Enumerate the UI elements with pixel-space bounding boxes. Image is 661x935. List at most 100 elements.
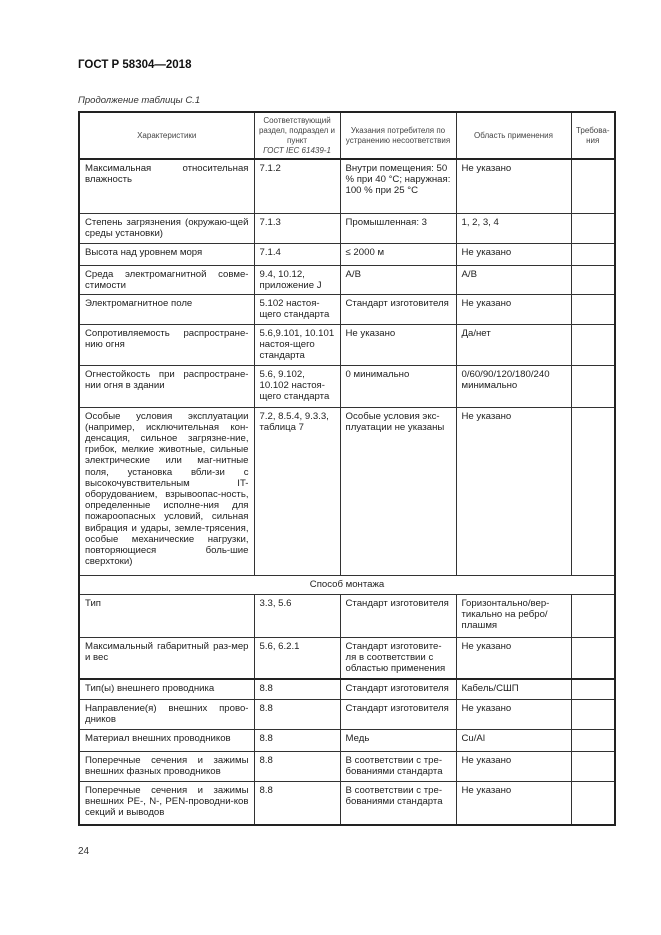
table-cell: Максимальный габаритный раз-мер и вес <box>78 636 255 680</box>
table-cell <box>570 364 616 408</box>
table-row: Электромагнитное поле 5.102 настоя-щего с… <box>78 293 616 325</box>
table-cell: Стандарт изготовителя <box>339 698 457 730</box>
table-cell: Особые условия эксплуатации (например, и… <box>78 406 255 576</box>
table-header-row: Характеристики Соответствующий раздел, п… <box>78 111 616 160</box>
section-row: Способ монтажа <box>78 574 616 595</box>
table-cell <box>570 780 616 826</box>
table-cell <box>570 158 616 214</box>
table-cell: В соответствии с тре-бованиями стандарта <box>339 780 457 826</box>
column-header-section: Соответствующий раздел, подраздел и пунк… <box>253 111 341 160</box>
table-cell: Материал внешних проводников <box>78 728 255 752</box>
table-cell: Не указано <box>455 780 572 826</box>
table-cell: 0/60/90/120/180/240 минимально <box>455 364 572 408</box>
table-cell: 5.6, 9.102, 10.102 настоя-щего стандарта <box>253 364 341 408</box>
table-cell: Стандарт изготовителя <box>339 593 457 638</box>
table-cell: 7.1.2 <box>253 158 341 214</box>
table-cell: 8.8 <box>253 698 341 730</box>
table-cell: Промышленная: 3 <box>339 212 457 244</box>
table-cell: 8.8 <box>253 678 341 700</box>
table-cell: 7.1.4 <box>253 242 341 266</box>
table-cell: Да/нет <box>455 323 572 366</box>
table-cell: Внутри помещения: 50 % при 40 °С; наружн… <box>339 158 457 214</box>
column-header-scope: Область применения <box>455 111 572 160</box>
table-cell <box>570 678 616 700</box>
table-cell: Не указано <box>455 636 572 680</box>
table-cell <box>570 323 616 366</box>
column-header-requirements: Требова-ния <box>570 111 616 160</box>
table-cell: 8.8 <box>253 780 341 826</box>
table-cell: Не указано <box>455 750 572 782</box>
table-cell: 7.1.3 <box>253 212 341 244</box>
table-cell: А/В <box>339 264 457 295</box>
document-code: ГОСТ Р 58304—2018 <box>78 59 192 71</box>
table-row: Тип 3.3, 5.6 Стандарт изготовителя Горизонт… <box>78 593 616 638</box>
table-cell: Горизонтально/вер-тикально на ребро/ пла… <box>455 593 572 638</box>
table-cell <box>570 698 616 730</box>
table-cell: Не указано <box>455 406 572 576</box>
table-cell: 3.3, 5.6 <box>253 593 341 638</box>
table-cell: В соответствии с тре-бованиями стандарта <box>339 750 457 782</box>
table-row: Среда электромагнитной совме-стимости 9.4… <box>78 264 616 295</box>
table-row: Максимальный габаритный раз-мер и вес 5.6… <box>78 636 616 680</box>
table-row: Тип(ы) внешнего проводника 8.8 Стандарт из… <box>78 678 616 700</box>
table-row: Поперечные сечения и зажимы внешних PE-,… <box>78 780 616 826</box>
table-cell: 8.8 <box>253 750 341 782</box>
table-cell: 7.2, 8.5.4, 9.3.3, таблица 7 <box>253 406 341 576</box>
table-cell: Стандарт изготовителя <box>339 678 457 700</box>
table-cell: Кабель/СШП <box>455 678 572 700</box>
table-cell: 9.4, 10.12, приложение J <box>253 264 341 295</box>
table-cell: Поперечные сечения и зажимы внешних фазн… <box>78 750 255 782</box>
table-cell: Высота над уровнем моря <box>78 242 255 266</box>
table-cell: 1, 2, 3, 4 <box>455 212 572 244</box>
table-cell: Сопротивляемость распростране-нию огня <box>78 323 255 366</box>
table-cell: Среда электромагнитной совме-стимости <box>78 264 255 295</box>
table-cell: Не указано <box>339 323 457 366</box>
table-cell: Cu/Al <box>455 728 572 752</box>
table-cell <box>570 593 616 638</box>
table-cell: 0 минимально <box>339 364 457 408</box>
table-cell: А/В <box>455 264 572 295</box>
table-cell <box>570 264 616 295</box>
table-cell: Не указано <box>455 293 572 325</box>
table-cell <box>570 406 616 576</box>
table-cell: Стандарт изготовите-ля в соответствии с … <box>339 636 457 680</box>
requirements-table: Характеристики Соответствующий раздел, п… <box>78 111 616 826</box>
table-row: Направление(я) внешних прово-дников 8.8 Ст… <box>78 698 616 730</box>
section-title: Способ монтажа <box>78 574 616 595</box>
table-row: Сопротивляемость распростране-нию огня 5.… <box>78 323 616 366</box>
table-cell: Степень загрязнения (окружаю-щей среды у… <box>78 212 255 244</box>
table-cell: ≤ 2000 м <box>339 242 457 266</box>
table-cell: Не указано <box>455 698 572 730</box>
table-cell: Особые условия экс-плуатации не указаны <box>339 406 457 576</box>
table-cell <box>570 293 616 325</box>
table-cell: 8.8 <box>253 728 341 752</box>
column-header-user-instructions: Указания потребителя по устранению несоо… <box>339 111 457 160</box>
page-number: 24 <box>78 846 90 857</box>
table-cell: Электромагнитное поле <box>78 293 255 325</box>
table-cell <box>570 750 616 782</box>
table-cell <box>570 212 616 244</box>
column-header-standard: ГОСТ IEC 61439-1 <box>263 145 331 155</box>
table-cell: 5.102 настоя-щего стандарта <box>253 293 341 325</box>
table-cell: Стандарт изготовителя <box>339 293 457 325</box>
column-header-section-text: Соответствующий раздел, подраздел и пунк… <box>258 115 336 145</box>
table-cell: Максимальная относительная влажность <box>78 158 255 214</box>
table-row: Максимальная относительная влажность 7.1.… <box>78 158 616 214</box>
table-cell: 5.6, 6.2.1 <box>253 636 341 680</box>
table-caption: Продолжение таблицы С.1 <box>78 95 201 106</box>
table-row: Степень загрязнения (окружаю-щей среды у… <box>78 212 616 244</box>
column-header-characteristics: Характеристики <box>78 111 255 160</box>
table-cell: Тип(ы) внешнего проводника <box>78 678 255 700</box>
table-row: Поперечные сечения и зажимы внешних фазн… <box>78 750 616 782</box>
table-cell: Не указано <box>455 242 572 266</box>
table-cell <box>570 242 616 266</box>
table-cell: 5.6,9.101, 10.101 настоя-щего стандарта <box>253 323 341 366</box>
table-cell: Не указано <box>455 158 572 214</box>
table-row: Материал внешних проводников 8.8 Медь Cu/Al <box>78 728 616 752</box>
table-cell <box>570 728 616 752</box>
table-cell: Тип <box>78 593 255 638</box>
table-cell <box>570 636 616 680</box>
table-row: Особые условия эксплуатации (например, и… <box>78 406 616 576</box>
table-cell: Направление(я) внешних прово-дников <box>78 698 255 730</box>
table-cell: Огнестойкость при распростране-нии огня … <box>78 364 255 408</box>
